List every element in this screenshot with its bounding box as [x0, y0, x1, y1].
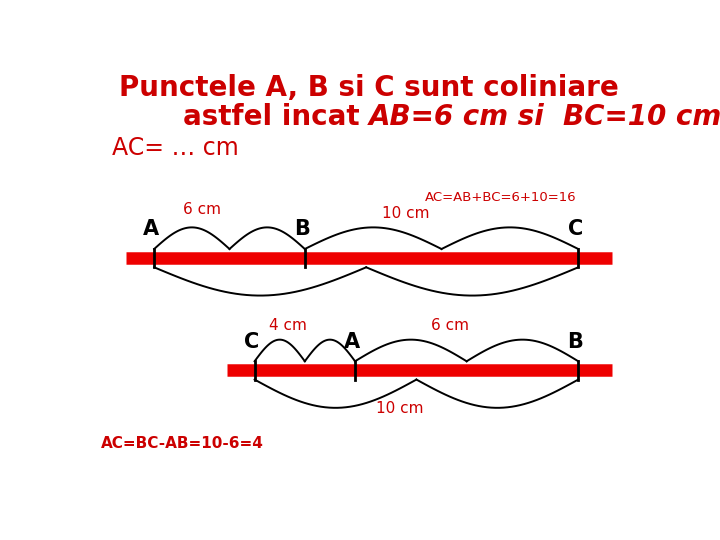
Text: B: B — [567, 332, 583, 352]
Text: A: A — [143, 219, 159, 239]
Text: 4 cm: 4 cm — [269, 318, 307, 333]
Text: astfel incat: astfel incat — [183, 103, 369, 131]
Text: Punctele A, B si C sunt coliniare: Punctele A, B si C sunt coliniare — [119, 73, 619, 102]
Text: 10 cm: 10 cm — [382, 206, 429, 221]
Text: A: A — [344, 332, 360, 352]
Text: AC= … cm: AC= … cm — [112, 136, 239, 160]
Text: AC=AB+BC=6+10=16: AC=AB+BC=6+10=16 — [425, 191, 577, 204]
Text: 6 cm: 6 cm — [431, 318, 469, 333]
Text: AB=6 cm si  BC=10 cm.: AB=6 cm si BC=10 cm. — [369, 103, 720, 131]
Text: C: C — [244, 332, 259, 352]
Text: 10 cm: 10 cm — [376, 401, 423, 416]
Text: 6 cm: 6 cm — [183, 201, 220, 217]
Text: B: B — [294, 219, 310, 239]
Text: C: C — [568, 219, 583, 239]
Text: AC=BC-AB=10-6=4: AC=BC-AB=10-6=4 — [101, 436, 264, 451]
